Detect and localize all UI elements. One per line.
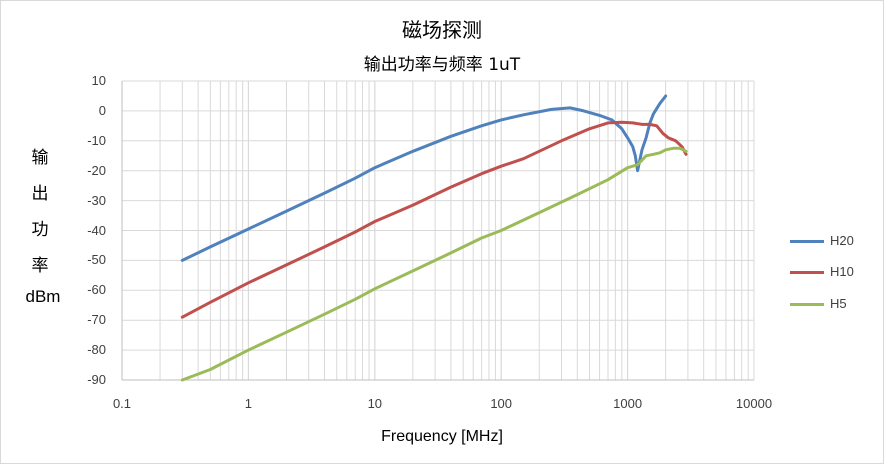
series-line-h5 <box>180 146 688 382</box>
y-tick-label: -90 <box>87 372 106 387</box>
y-axis-label-char-2: 出 <box>31 184 49 204</box>
x-tick-label: 0.1 <box>112 396 132 411</box>
legend-swatch <box>790 240 824 243</box>
y-tick-label: -70 <box>87 312 106 328</box>
y-axis-label-char-1: 输 <box>31 148 49 168</box>
y-tick-label: -60 <box>87 282 106 298</box>
series-line-h20 <box>180 94 668 262</box>
x-tick-label: 10 <box>367 396 383 411</box>
legend-label: H5 <box>830 296 847 311</box>
y-tick-label: 10 <box>91 73 106 88</box>
y-tick-label: -10 <box>87 132 106 148</box>
y-tick-label: -50 <box>87 252 106 268</box>
chart-title: 磁场探测 <box>402 18 482 42</box>
y-tick-label: -80 <box>87 342 106 358</box>
series-line-h10 <box>180 120 688 319</box>
y-axis-label-char-3: 功 <box>31 220 49 240</box>
y-tick-label: -20 <box>87 162 106 178</box>
y-tick-label: -30 <box>87 192 106 208</box>
legend-label: H10 <box>830 264 854 279</box>
y-tick-label: 0 <box>98 102 106 118</box>
x-tick-label: 10000 <box>735 396 773 411</box>
legend-label: H20 <box>830 233 854 248</box>
chart-subtitle: 输出功率与频率 1uT <box>363 55 521 75</box>
x-tick-label: 1 <box>244 396 252 411</box>
y-axis-label-unit: dBm <box>25 287 61 306</box>
x-tick-label: 1000 <box>613 396 643 411</box>
legend-swatch <box>790 271 824 274</box>
y-axis-label-char-4: 率 <box>31 256 49 276</box>
x-tick-label: 100 <box>490 396 513 411</box>
legend-swatch <box>790 303 824 306</box>
y-tick-label: -40 <box>87 222 106 238</box>
x-axis-label: Frequency [MHz] <box>381 428 503 445</box>
